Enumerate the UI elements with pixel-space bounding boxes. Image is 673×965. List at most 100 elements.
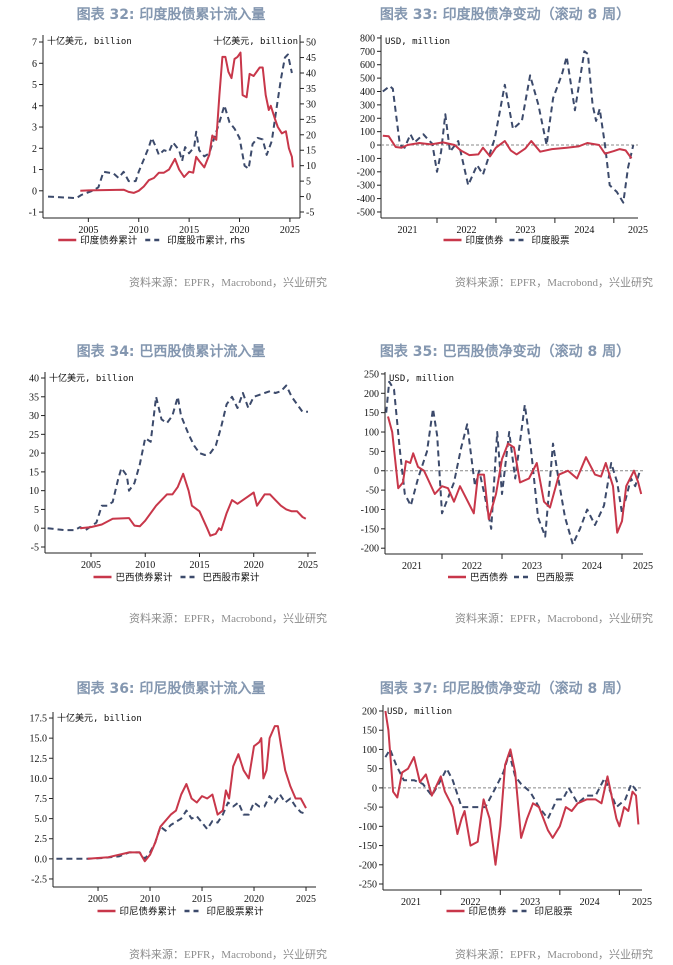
x-tick-label: 2025 xyxy=(296,894,316,905)
x-tick-label: 2005 xyxy=(78,225,98,236)
x-tick-label: 2015 xyxy=(189,560,209,571)
x-tick-label: 2025 xyxy=(633,561,653,572)
x-tick-label: 2022 xyxy=(456,225,476,236)
legend-label: 印度债券累计 xyxy=(80,235,138,247)
legend-label: 印度债券 xyxy=(466,235,505,247)
legend-label: 印度股市累计, rhs xyxy=(167,235,245,247)
x-tick-label: 2025 xyxy=(628,225,648,236)
x-tick-label: 2010 xyxy=(140,894,160,905)
y2-tick-label: 0 xyxy=(306,192,311,203)
y-tick-label: -5 xyxy=(31,542,39,553)
y-tick-label: 0 xyxy=(370,141,375,152)
y-tick-label: 15.0 xyxy=(30,734,48,745)
equity-series-line xyxy=(47,384,308,532)
y2-tick-label: 50 xyxy=(306,38,316,49)
legend-label: 巴西股市累计 xyxy=(203,572,261,584)
y-tick-label: 0 xyxy=(372,783,377,794)
legend-label: 印尼股票 xyxy=(535,906,574,918)
chart-title-32: 图表 32: 印度股债累计流入量 xyxy=(76,7,266,23)
y-tick-label: 30 xyxy=(29,411,39,422)
bond-series-line xyxy=(384,710,640,866)
y-tick-label: -100 xyxy=(361,505,379,516)
x-tick-label: 2021 xyxy=(401,897,421,908)
x-tick-label: 2025 xyxy=(632,897,652,908)
y-tick-label: -200 xyxy=(357,167,375,178)
bond-series-line xyxy=(382,134,633,159)
y-tick-label: 40 xyxy=(29,374,39,385)
legend-label: 巴西债券累计 xyxy=(116,572,174,584)
x-tick-label: 2010 xyxy=(129,225,149,236)
legend: 印度债券 印度股票 xyxy=(443,235,571,247)
chart-title-34: 图表 34: 巴西股债累计流入量 xyxy=(76,344,266,360)
y-tick-label: 5 xyxy=(32,80,37,91)
y-tick-label: 10 xyxy=(29,486,39,497)
y-tick-label: 150 xyxy=(364,408,379,419)
y-tick-label: 10.0 xyxy=(30,774,48,785)
chart-c33: -500 -400 -300 -200 -100 0 100 200 300 400 500 600 7… xyxy=(357,33,648,246)
y-tick-label: 20 xyxy=(29,449,39,460)
y-tick-label: 5.0 xyxy=(35,814,48,825)
x-tick-label: 2015 xyxy=(179,225,199,236)
equity-series-line xyxy=(47,53,293,200)
y-tick-label: 17.5 xyxy=(30,714,48,725)
legend-label: 印尼股票累计 xyxy=(207,906,265,918)
y2-tick-label: 10 xyxy=(306,161,316,172)
y2-tick-label: 25 xyxy=(306,115,316,126)
source-note-33: 资料来源：EPFR，Macrobond，兴业研究 xyxy=(455,277,653,289)
y2-tick-label: 5 xyxy=(306,177,311,188)
y-tick-label: 3 xyxy=(32,123,37,134)
y-tick-label: 0.0 xyxy=(35,854,48,865)
x-tick-label: 2021 xyxy=(398,225,418,236)
legend-label: 印度股票 xyxy=(532,235,571,247)
source-note-35: 资料来源：EPFR，Macrobond，兴业研究 xyxy=(455,613,653,625)
x-tick-label: 2025 xyxy=(280,225,300,236)
bond-series-line xyxy=(79,472,307,537)
y-tick-label: 100 xyxy=(364,428,379,439)
legend-label: 印尼债券 xyxy=(469,906,508,918)
y-tick-label: 6 xyxy=(32,59,37,70)
y-tick-label: 600 xyxy=(360,60,375,71)
y-tick-label: -50 xyxy=(366,486,379,497)
y-tick-label: 250 xyxy=(364,369,379,380)
y-tick-label: -400 xyxy=(357,194,375,205)
bond-series-line xyxy=(80,51,294,194)
y-tick-label: -150 xyxy=(361,524,379,535)
y-tick-label: 200 xyxy=(360,114,375,125)
equity-series-line xyxy=(382,50,635,204)
y-tick-label: -150 xyxy=(359,841,377,852)
x-tick-label: 2024 xyxy=(574,225,594,236)
y-tick-label: -300 xyxy=(357,181,375,192)
y-tick-label: -1 xyxy=(29,208,37,219)
y-tick-label: 2.5 xyxy=(35,834,48,845)
y-tick-label: 5 xyxy=(34,505,39,516)
unit-label-left: 十亿美元, billion xyxy=(57,712,142,724)
y-tick-label: 7.5 xyxy=(35,794,48,805)
legend: 印尼债券 印尼股票 xyxy=(446,906,574,918)
legend: 巴西债券累计 巴西股市累计 xyxy=(93,572,261,584)
y-tick-label: 500 xyxy=(360,74,375,85)
y-tick-label: -250 xyxy=(359,880,377,891)
legend-label: 印尼债券累计 xyxy=(120,906,178,918)
unit-label-left: USD, million xyxy=(389,374,454,384)
source-note-36: 资料来源：EPFR，Macrobond，兴业研究 xyxy=(129,949,327,961)
y-tick-label: 100 xyxy=(360,127,375,138)
y2-tick-label: 30 xyxy=(306,99,316,110)
source-note-37: 资料来源：EPFR，Macrobond，兴业研究 xyxy=(455,949,653,961)
chart-title-37: 图表 37: 印尼股债净变动（滚动 8 周） xyxy=(379,681,631,697)
x-tick-label: 2023 xyxy=(515,225,535,236)
x-tick-label: 2020 xyxy=(244,894,264,905)
equity-series-line xyxy=(384,748,638,820)
y2-tick-label: 35 xyxy=(306,84,316,95)
x-tick-label: 2024 xyxy=(580,897,600,908)
y-tick-label: -200 xyxy=(361,544,379,555)
unit-label-left: USD, million xyxy=(387,707,452,717)
chart-title-33: 图表 33: 印度股债净变动（滚动 8 周） xyxy=(379,7,631,23)
x-tick-label: 2023 xyxy=(520,897,540,908)
x-tick-label: 2025 xyxy=(298,560,318,571)
y-tick-label: 4 xyxy=(32,101,37,112)
y-tick-label: 7 xyxy=(32,38,37,49)
unit-label-left: 十亿美元, billion xyxy=(47,35,132,47)
legend-label: 巴西股票 xyxy=(536,573,575,584)
